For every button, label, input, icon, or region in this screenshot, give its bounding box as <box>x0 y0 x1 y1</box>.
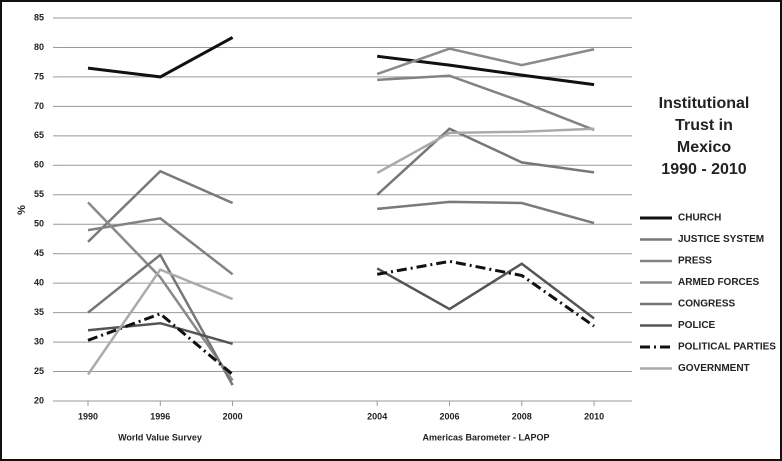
x-tick-label: 2004 <box>367 411 387 421</box>
series-line <box>87 262 595 346</box>
x-tick-label: 2000 <box>223 411 243 421</box>
legend-label: JUSTICE SYSTEM <box>678 234 764 245</box>
series-line <box>87 169 595 243</box>
series-line <box>87 259 595 376</box>
y-tick-label: 50 <box>34 219 44 229</box>
y-tick-label: 60 <box>34 160 44 170</box>
y-tick-label: 75 <box>34 71 44 81</box>
y-tick-label: 80 <box>34 42 44 52</box>
group-label: World Value Survey <box>118 432 202 442</box>
y-tick-label: 20 <box>34 395 44 405</box>
legend-label: POLITICAL PARTIES <box>678 342 776 353</box>
y-tick-label: 35 <box>34 307 44 317</box>
x-tick-label: 2010 <box>584 411 604 421</box>
x-tick-label: 2006 <box>439 411 459 421</box>
chart-title: Mexico <box>677 139 731 156</box>
x-tick-label: 1990 <box>78 411 98 421</box>
series-line <box>86 127 595 376</box>
y-tick-label: 85 <box>34 12 44 22</box>
y-tick-label: 55 <box>34 189 44 199</box>
y-tick-label: 45 <box>34 248 44 258</box>
chart-title: Institutional <box>659 95 750 112</box>
group-label: Americas Barometer - LAPOP <box>422 432 549 442</box>
y-tick-label: 70 <box>34 101 44 111</box>
chart-title: Trust in <box>675 117 733 134</box>
series-line <box>87 127 595 386</box>
x-tick-label: 2008 <box>512 411 532 421</box>
legend-label: POLICE <box>678 320 716 331</box>
y-tick-label: 40 <box>34 278 44 288</box>
x-tick-label: 1996 <box>150 411 170 421</box>
legend-label: GOVERNMENT <box>678 363 750 374</box>
legend-label: ARMED FORCES <box>678 277 759 288</box>
legend-label: CONGRESS <box>678 299 736 310</box>
y-tick-label: 25 <box>34 366 44 376</box>
y-tick-label: 65 <box>34 130 44 140</box>
series-line <box>87 47 595 382</box>
chart-title: 1990 - 2010 <box>661 161 747 178</box>
y-tick-label: 30 <box>34 336 44 346</box>
y-axis-label: % <box>16 205 28 215</box>
legend-label: PRESS <box>678 256 712 267</box>
legend-label: CHURCH <box>678 213 721 224</box>
